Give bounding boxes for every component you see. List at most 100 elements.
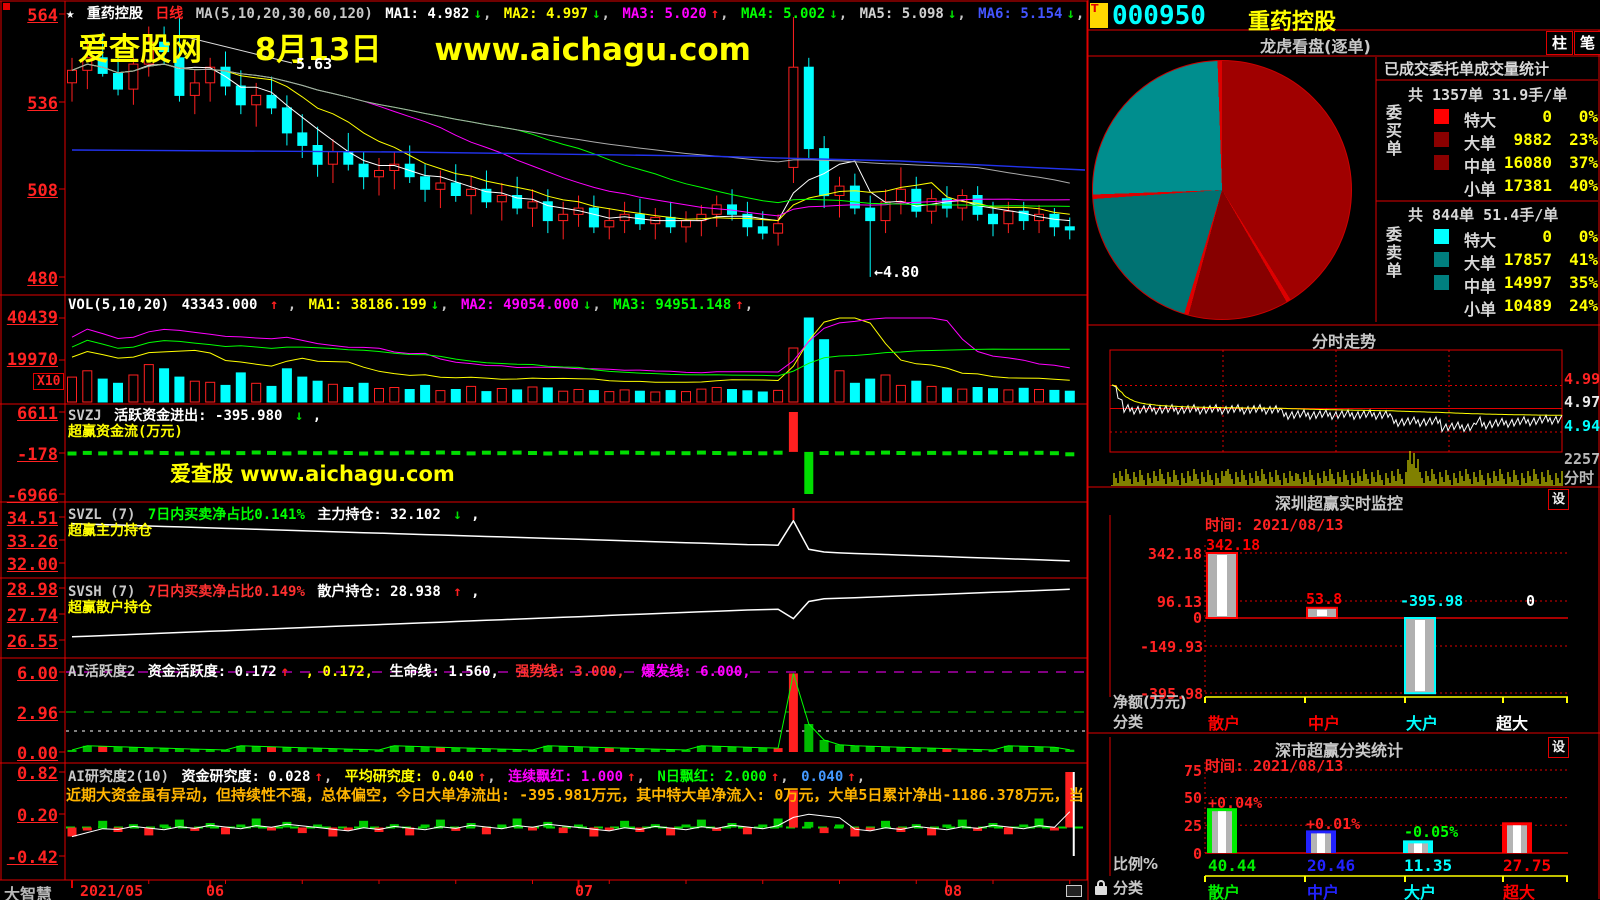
classify-settings-button[interactable]: 设 (1548, 737, 1569, 758)
ai2-tick: 0.82 (17, 764, 58, 784)
row-label: 大单 (1464, 134, 1497, 153)
bar-category-label: 超大 (1503, 883, 1536, 900)
monitor-ylabel: 净额(万元) (1113, 693, 1187, 711)
row-label: 特大 (1464, 111, 1497, 130)
row-label: 小单 (1464, 180, 1497, 199)
month-label[interactable]: 08 (944, 882, 963, 900)
vol-ma-values: MA1: 38186.199 ↓, MA2: 49054.000 ↓, MA3: 9… (308, 297, 754, 313)
svsh-tick: 27.74 (6, 606, 58, 626)
row-pct: 41% (1569, 250, 1598, 269)
stock-name-right[interactable]: 重药控股 (1248, 10, 1337, 35)
price-tick: 536 (27, 94, 58, 114)
row-value: 9882 (1513, 130, 1552, 149)
printer-icon[interactable] (1066, 885, 1082, 897)
month-label[interactable]: 2021/05 (80, 882, 144, 900)
monitor-title: 深圳超赢实时监控 (1274, 494, 1403, 513)
svzj-value: 活跃资金进出: -395.980 (114, 408, 283, 424)
ai-activity-values: 资金活跃度: 0.172 ↑ , 0.172, 生命线: 1.560, 强势线: … (147, 664, 751, 680)
row-pct: 0% (1578, 107, 1598, 126)
classify-tick: 0 (1192, 845, 1202, 863)
row-value: 14997 (1503, 273, 1552, 292)
classify-ylabel: 比例% (1113, 855, 1159, 873)
svzj-code: SVZJ (68, 408, 102, 424)
table-row: 中单 16080 37% (1408, 152, 1598, 176)
ai-research-values: 资金研究度: 0.028 ↑, 平均研究度: 0.040 ↑, 连续飘红: 1.00… (181, 769, 866, 785)
bar-value-label: 11.35 (1404, 856, 1453, 875)
svzl-code: SVZL (7) (68, 507, 136, 523)
row-value: 16080 (1503, 153, 1552, 172)
monitor-settings-button[interactable]: 设 (1548, 489, 1569, 510)
row-label: 中单 (1464, 277, 1497, 296)
stock-flag-icon: T (1090, 3, 1108, 28)
ai1-tick: 2.96 (17, 704, 58, 724)
classify-time: 时间: 2021/08/13 (1205, 757, 1344, 775)
fenshi-volume: 2257 (1564, 450, 1600, 468)
bar-value-label: 53.8 (1306, 590, 1343, 608)
row-pct: 40% (1569, 176, 1598, 195)
ai-research-header: AI研究度2(10) 资金研究度: 0.028 ↑, 平均研究度: 0.040 ↑,… (68, 766, 873, 786)
classify-tick: 75 (1183, 762, 1202, 780)
svzj-header: SVZJ 活跃资金进出: -395.980 ↓ , (68, 405, 325, 425)
bar-value-label: 20.46 (1307, 856, 1356, 875)
tab-stroke-chart[interactable]: 笔 (1574, 31, 1600, 55)
comma: , (287, 297, 297, 313)
tab-bar-chart[interactable]: 柱 (1546, 31, 1573, 55)
ai-activity-code: AI活跃度2 (68, 664, 136, 680)
swatch (1434, 155, 1449, 170)
svzj-tick: 6611 (17, 404, 58, 424)
table-header: 已成交委托单成交量统计 (1384, 60, 1550, 78)
comma: , (471, 507, 480, 523)
stock-name[interactable]: 重药控股 (86, 6, 143, 22)
stock-code[interactable]: 000950 (1112, 1, 1206, 31)
swatch (1434, 275, 1449, 290)
buy-side-label: 委买单 (1383, 104, 1402, 158)
lock-icon[interactable] (1095, 880, 1107, 895)
row-label: 特大 (1464, 231, 1497, 250)
order-pie-chart (1092, 60, 1352, 320)
svzl-value: 主力持仓: 32.102 (317, 507, 441, 523)
fenshi-prevclose: 4.970 (1564, 393, 1600, 411)
low-annotation: ←4.80 (874, 263, 920, 281)
vol-def: VOL(5,10,20) (68, 297, 170, 313)
ai-research-code: AI研究度2(10) (68, 769, 170, 785)
vol-multiplier: X10 (33, 373, 65, 390)
price-tick: 564 (27, 6, 58, 26)
corner-marker (3, 3, 10, 10)
monitor-tick: 0 (1192, 609, 1202, 627)
ai2-tick: 0.20 (17, 806, 58, 826)
main-chart-header: ★ 重药控股 日线 MA(5,10,20,30,60,120) MA1: 4.9… (66, 3, 1092, 23)
longhu-title: 龙虎看盘(逐单) (1260, 37, 1371, 56)
month-label[interactable]: 07 (575, 882, 594, 900)
down-arrow-icon: ↓ (294, 408, 304, 424)
svzj-tick: -178 (17, 445, 58, 465)
row-pct: 23% (1569, 130, 1598, 149)
table-row: 中单 14997 35% (1408, 272, 1598, 296)
period-label[interactable]: 日线 (155, 6, 184, 22)
up-arrow-icon: ↑ (453, 584, 462, 600)
classify-title: 深市超赢分类统计 (1274, 741, 1403, 760)
svzl-tick: 34.51 (6, 509, 58, 529)
table-row: 大单 9882 23% (1408, 129, 1598, 153)
bar-category-label: 散户 (1208, 883, 1241, 900)
svzl-tick: 33.26 (6, 532, 58, 552)
classify-tick: 50 (1183, 789, 1202, 807)
classify-rowlabel: 分类 (1113, 879, 1144, 897)
row-pct: 35% (1569, 273, 1598, 292)
bar-pct-label: +0.01% (1306, 815, 1361, 833)
ai-activity-header: AI活跃度2 资金活跃度: 0.172 ↑ , 0.172, 生命线: 1.560… (68, 661, 763, 681)
row-pct: 24% (1569, 296, 1598, 315)
svzl-ratio: 7日内买卖净占比0.141% (147, 507, 305, 523)
swatch (1434, 229, 1449, 244)
watermark-site: 爱查股网 (78, 32, 202, 68)
bar-category-label: 散户 (1208, 714, 1241, 733)
watermark-url: www.aichagu.com (434, 32, 751, 68)
up-arrow-icon: ↑ (269, 297, 279, 313)
bar-category-label: 大户 (1404, 883, 1437, 900)
row-value: 17857 (1503, 250, 1552, 269)
month-label[interactable]: 06 (206, 882, 225, 900)
monitor-tick: 96.13 (1156, 593, 1202, 611)
app-brand: 大智慧 (4, 885, 53, 900)
table-row: 特大 0 0% (1408, 106, 1598, 130)
